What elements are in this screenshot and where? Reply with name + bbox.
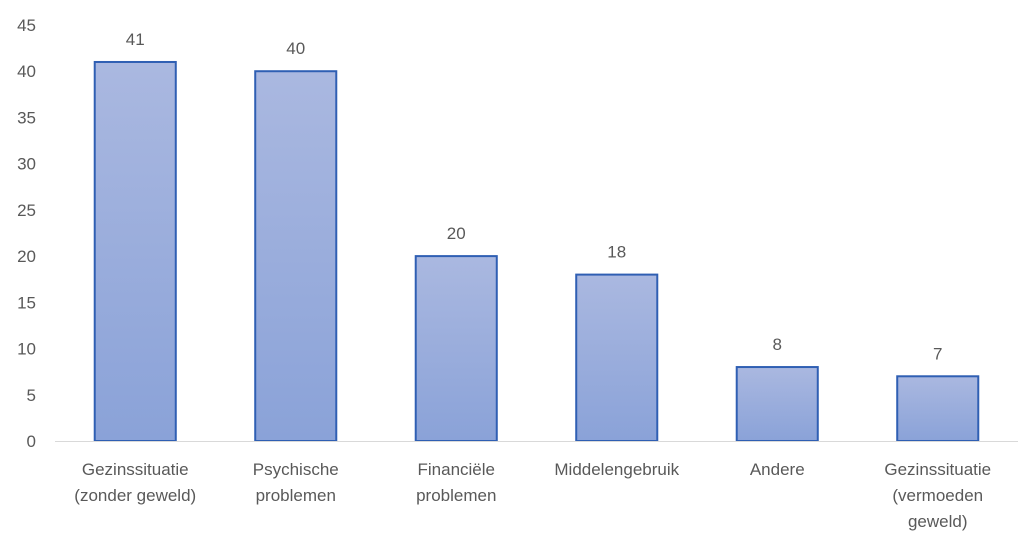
category-label: Psychische problemen bbox=[253, 460, 339, 505]
category-label: Gezinssituatie (zonder geweld) bbox=[74, 460, 196, 505]
category-label: Financiële problemen bbox=[416, 460, 496, 505]
bar bbox=[254, 70, 338, 442]
bar bbox=[896, 375, 980, 442]
data-label: 7 bbox=[933, 344, 942, 363]
y-tick-label: 45 bbox=[17, 16, 36, 35]
bar bbox=[575, 273, 659, 442]
data-label: 41 bbox=[126, 30, 145, 49]
y-tick-label: 40 bbox=[17, 62, 36, 81]
bar bbox=[735, 366, 819, 442]
y-tick-label: 25 bbox=[17, 201, 36, 220]
category-label: Andere bbox=[750, 460, 805, 479]
y-tick-label: 30 bbox=[17, 155, 36, 174]
y-tick-label: 5 bbox=[27, 386, 36, 405]
y-tick-label: 0 bbox=[27, 432, 36, 451]
data-label: 20 bbox=[447, 224, 466, 243]
bar bbox=[93, 60, 177, 442]
data-label: 18 bbox=[607, 243, 626, 262]
data-label: 40 bbox=[286, 39, 305, 58]
category-label: Middelengebruik bbox=[554, 460, 679, 479]
y-tick-label: 20 bbox=[17, 247, 36, 266]
y-tick-label: 10 bbox=[17, 340, 36, 359]
y-axis-ticks: 0 5 10 15 20 25 30 35 40 45 bbox=[17, 16, 36, 451]
bar bbox=[414, 255, 498, 442]
category-label: Gezinssituatie (vermoeden geweld) bbox=[884, 460, 991, 531]
bars bbox=[93, 60, 980, 442]
y-tick-label: 15 bbox=[17, 293, 36, 312]
category-labels: Gezinssituatie (zonder geweld) Psychische p… bbox=[74, 460, 991, 531]
data-label: 8 bbox=[773, 335, 782, 354]
y-tick-label: 35 bbox=[17, 108, 36, 127]
data-labels: 41 40 20 18 8 7 bbox=[126, 30, 943, 363]
